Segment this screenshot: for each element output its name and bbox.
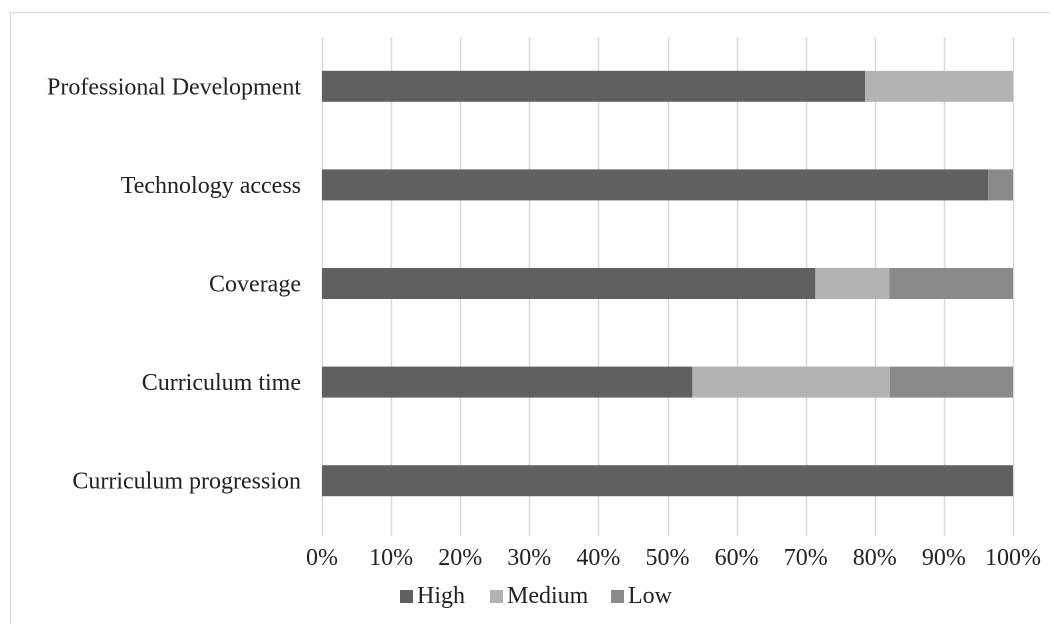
bar-high-2 bbox=[322, 169, 989, 201]
bar-medium-4 bbox=[692, 366, 891, 398]
bar-medium-3 bbox=[815, 268, 890, 299]
x-tick-label: 0% bbox=[306, 545, 338, 571]
category-label: Coverage bbox=[209, 272, 301, 298]
x-tick-label: 40% bbox=[576, 545, 620, 571]
bar-low-3 bbox=[889, 268, 1013, 299]
legend-swatch-low bbox=[611, 590, 624, 603]
bar-low-4 bbox=[890, 366, 1013, 398]
chart-frame bbox=[10, 12, 1050, 624]
x-tick-label: 70% bbox=[784, 545, 828, 571]
legend-swatch-medium bbox=[490, 590, 503, 603]
bars bbox=[322, 70, 1013, 497]
bar-high-1 bbox=[322, 70, 866, 102]
category-label: Curriculum time bbox=[142, 370, 301, 396]
x-tick-label: 80% bbox=[853, 545, 897, 571]
category-labels: Professional Development Technology acces… bbox=[47, 74, 301, 494]
category-label: Technology access bbox=[121, 173, 301, 199]
legend-label-low: Low bbox=[628, 583, 673, 609]
legend-label-medium: Medium bbox=[507, 583, 589, 609]
bar-high-5 bbox=[322, 465, 1013, 497]
category-label: Professional Development bbox=[47, 74, 301, 100]
legend: High Medium Low bbox=[400, 583, 673, 609]
x-tick-label: 30% bbox=[507, 545, 551, 571]
legend-label-high: High bbox=[417, 583, 465, 609]
bar-low-2 bbox=[988, 169, 1013, 201]
x-tick-label: 90% bbox=[922, 545, 966, 571]
bar-medium-1 bbox=[865, 70, 1013, 102]
bar-high-3 bbox=[322, 268, 816, 299]
x-tick-label: 10% bbox=[369, 545, 413, 571]
legend-swatch-high bbox=[400, 590, 413, 603]
x-axis-ticks: 0% 10% 20% 30% 40% 50% 60% 70% 80% 90% 100% bbox=[306, 545, 1041, 571]
category-label: Curriculum progression bbox=[72, 469, 301, 495]
x-tick-label: 60% bbox=[715, 545, 759, 571]
bar-high-4 bbox=[322, 366, 693, 398]
x-tick-label: 50% bbox=[646, 545, 690, 571]
x-tick-label: 100% bbox=[985, 545, 1041, 571]
x-tick-label: 20% bbox=[438, 545, 482, 571]
